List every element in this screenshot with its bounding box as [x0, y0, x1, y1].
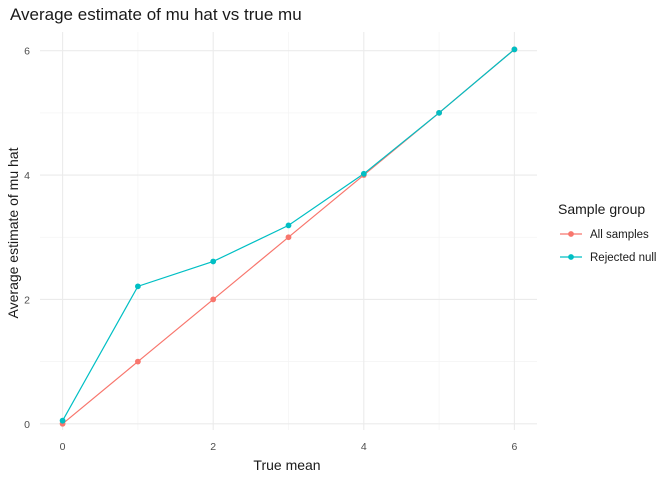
legend-key-point-rejected-null [568, 254, 574, 260]
chart-title: Average estimate of mu hat vs true mu [10, 5, 302, 24]
data-point-rejected-null [134, 283, 141, 290]
data-point-all-samples [134, 358, 141, 365]
x-tick-label: 0 [60, 441, 66, 453]
plot-grid [40, 32, 537, 430]
legend-title: Sample group [558, 201, 645, 217]
data-point-rejected-null [360, 170, 367, 177]
data-point-rejected-null [436, 109, 443, 116]
data-point-all-samples [210, 296, 217, 303]
data-point-rejected-null [285, 222, 292, 229]
y-axis-title: Average estimate of mu hat [5, 147, 21, 318]
y-tick-label: 0 [24, 419, 30, 431]
y-tick-label: 2 [24, 294, 30, 306]
x-tick-label: 6 [511, 441, 517, 453]
data-point-rejected-null [59, 417, 66, 424]
legend-key-point-all-samples [568, 231, 574, 237]
y-tick-label: 6 [24, 46, 30, 58]
data-point-rejected-null [511, 46, 518, 53]
legend-label-all-samples: All samples [590, 229, 649, 241]
data-point-rejected-null [210, 258, 217, 265]
data-point-all-samples [285, 234, 292, 241]
y-tick-label: 4 [24, 170, 30, 182]
legend: Sample group All samples Rejected null [558, 201, 656, 264]
y-axis-ticks: 0 2 4 6 [24, 46, 30, 431]
x-tick-label: 4 [361, 441, 367, 453]
series-points [59, 46, 518, 427]
x-axis-ticks: 0 2 4 6 [60, 441, 518, 453]
x-axis-title: True mean [253, 457, 320, 473]
x-tick-label: 2 [210, 441, 216, 453]
legend-label-rejected-null: Rejected null [590, 252, 656, 264]
